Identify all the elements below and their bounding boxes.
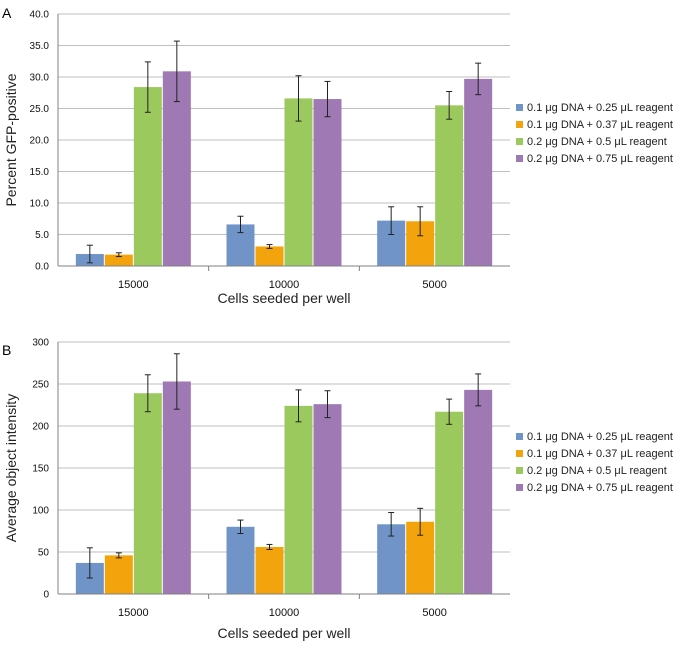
panel-letter: A	[2, 5, 12, 21]
legend-swatch	[516, 450, 523, 457]
bar	[104, 555, 133, 594]
bar	[435, 105, 464, 266]
y-tick-label: 0	[43, 590, 49, 601]
legend-swatch	[516, 121, 523, 128]
bar	[133, 393, 162, 594]
y-tick-label: 20.0	[30, 136, 50, 147]
bar	[313, 404, 342, 594]
y-tick-label: 0.0	[35, 262, 49, 273]
bar	[104, 254, 133, 266]
legend-label: 0.2 μg DNA + 0.75 μL reagent	[527, 153, 673, 165]
bar	[313, 99, 342, 266]
legend-label: 0.2 μg DNA + 0.5 μL reagent	[527, 136, 667, 148]
y-axis-label: Percent GFP-positive	[3, 73, 19, 206]
bar	[133, 87, 162, 266]
legend-label: 0.1 μg DNA + 0.37 μL reagent	[527, 448, 673, 460]
legend-swatch	[516, 433, 523, 440]
y-tick-label: 300	[32, 338, 49, 349]
bar	[464, 78, 493, 266]
legend-swatch	[516, 467, 523, 474]
x-tick-label: 15000	[118, 607, 149, 619]
legend-swatch	[516, 104, 523, 111]
x-tick-label: 5000	[422, 279, 446, 291]
bar	[255, 246, 284, 266]
chart-panel-b: B 0 50 100 150 200 250 300 15000 10000 5000 Aver…	[2, 338, 673, 642]
y-tick-label: 200	[32, 422, 49, 433]
bar	[162, 381, 191, 594]
y-tick-label: 35.0	[30, 41, 50, 52]
bar	[435, 411, 464, 594]
bar	[464, 389, 493, 594]
y-tick-label: 10.0	[30, 199, 50, 210]
bar	[284, 405, 313, 594]
y-tick-label: 25.0	[30, 104, 50, 115]
y-tick-label: 30.0	[30, 73, 50, 84]
legend-label: 0.1 μg DNA + 0.37 μL reagent	[527, 119, 673, 131]
bar	[284, 98, 313, 266]
bar	[226, 526, 255, 594]
x-tick-label: 10000	[269, 279, 300, 291]
legend-swatch	[516, 155, 523, 162]
y-tick-label: 5.0	[35, 230, 49, 241]
panel-letter: B	[2, 342, 11, 358]
y-tick-label: 15.0	[30, 167, 50, 178]
chart-panel-a: A 0.0 5.0 10.0 15.0 20.0 25.0 30.0 35.0 40.0 150…	[2, 5, 673, 306]
legend-label: 0.2 μg DNA + 0.5 μL reagent	[527, 465, 667, 477]
legend-label: 0.1 μg DNA + 0.25 μL reagent	[527, 431, 673, 443]
legend-label: 0.2 μg DNA + 0.75 μL reagent	[527, 482, 673, 494]
y-tick-label: 250	[32, 380, 49, 391]
y-tick-label: 150	[32, 464, 49, 475]
y-axis-label: Average object intensity	[3, 394, 19, 542]
y-tick-label: 100	[32, 506, 49, 517]
x-tick-label: 10000	[269, 607, 300, 619]
bar	[255, 546, 284, 594]
x-axis-label: Cells seeded per well	[217, 625, 350, 641]
legend-label: 0.1 μg DNA + 0.25 μL reagent	[527, 102, 673, 114]
x-axis-label: Cells seeded per well	[217, 290, 350, 306]
y-tick-label: 40.0	[30, 10, 50, 21]
legend-swatch	[516, 484, 523, 491]
legend-swatch	[516, 138, 523, 145]
x-tick-label: 5000	[422, 607, 446, 619]
y-tick-label: 50	[38, 548, 50, 559]
x-tick-label: 15000	[118, 279, 149, 291]
bar	[162, 71, 191, 266]
